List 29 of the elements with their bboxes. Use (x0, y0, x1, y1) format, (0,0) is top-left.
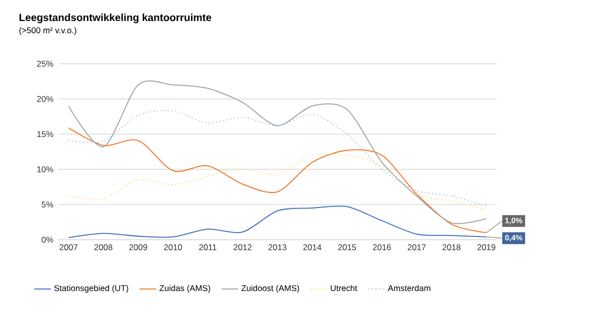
x-tick-label: 2013 (268, 244, 286, 250)
x-tick-label: 2009 (129, 244, 148, 250)
x-tick-label: 2012 (234, 244, 252, 250)
x-tick-label: 2018 (442, 244, 460, 250)
x-tick-label: 2017 (408, 244, 426, 250)
legend-label: Stationsgebied (UT) (54, 285, 128, 293)
x-tick-label: 2008 (94, 244, 112, 250)
chart-subtitle: (>500 m² v.v.o.) (19, 27, 76, 36)
legend-label: Utrecht (330, 285, 358, 292)
x-tick-label: 2019 (477, 244, 496, 250)
y-tick-label: 15% (37, 131, 54, 138)
line-series (68, 110, 487, 206)
chart-title: Leegstandsontwikkeling kantoorruimte (20, 14, 212, 24)
x-tick-label: 2007 (60, 244, 78, 250)
line-series (68, 206, 487, 238)
y-tick-label: 20% (37, 96, 54, 102)
y-tick-label: 25% (37, 60, 54, 67)
legend-label: Zuidoost (AMS) (241, 285, 300, 293)
y-tick-label: 0% (42, 236, 54, 243)
x-tick-label: 2010 (164, 244, 182, 250)
legend-label: Amsterdam (388, 285, 430, 292)
x-tick-label: 2015 (338, 244, 356, 250)
x-tick-label: 2016 (372, 244, 391, 250)
line-series (68, 127, 487, 234)
y-tick-label: 10% (37, 166, 54, 172)
legend-label: Zuidas (AMS) (160, 285, 210, 293)
y-tick-label: 5% (42, 202, 54, 208)
x-tick-label: 2011 (199, 244, 216, 250)
x-tick-label: 2014 (303, 244, 322, 250)
